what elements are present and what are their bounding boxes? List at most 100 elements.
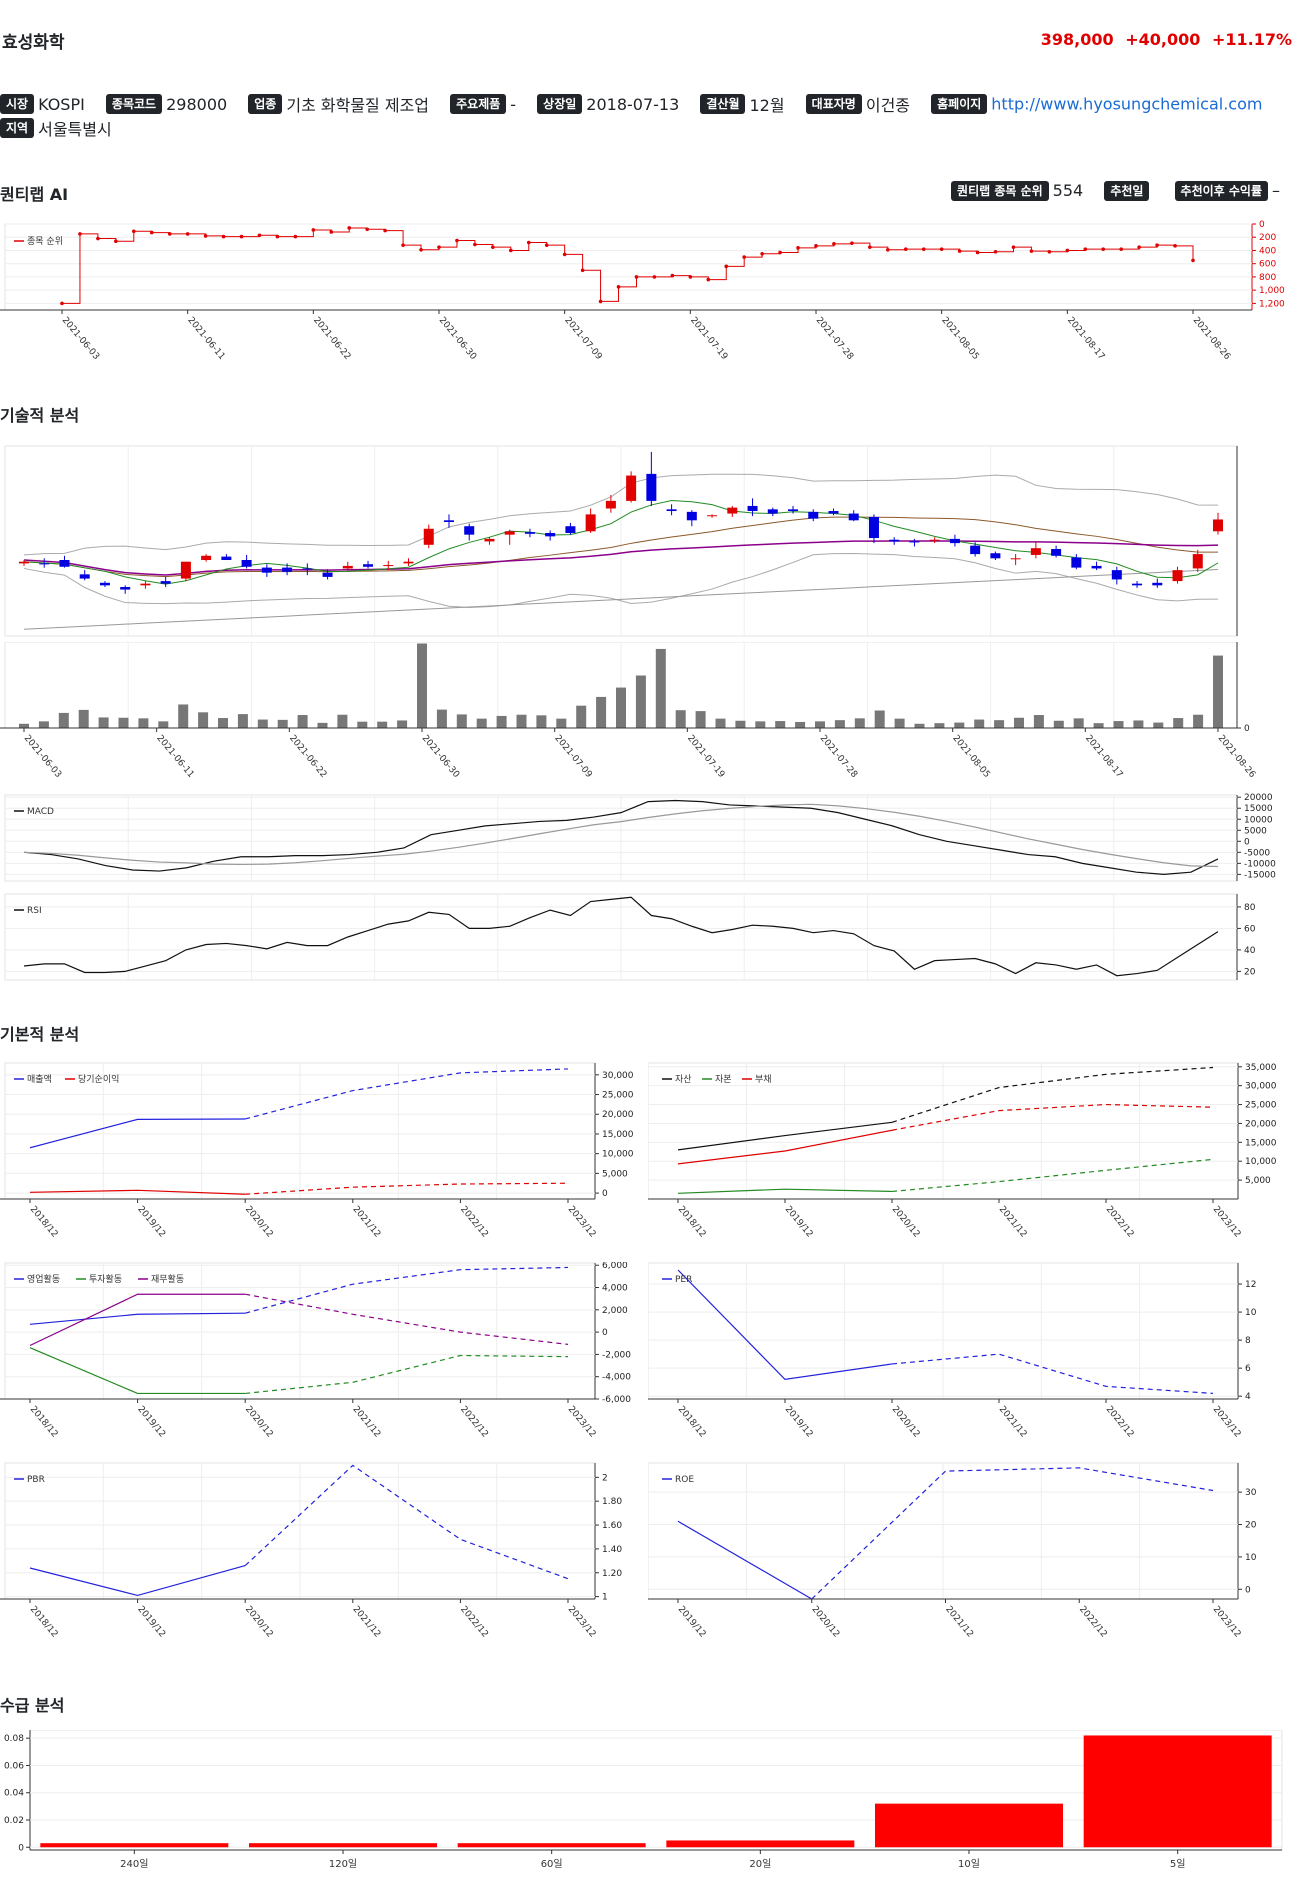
- x-tick-label: 2019/12: [135, 1405, 167, 1440]
- roe-chart: 0 10 20 30 ROE 2019/12 2020/12 2021/12 2022/12 20…: [648, 1462, 1257, 1640]
- y-tick-label: 1,200: [1259, 299, 1285, 309]
- candle-body: [1213, 519, 1223, 532]
- x-tick-label: 2019/12: [135, 1605, 167, 1640]
- legend-label: PBR: [27, 1475, 45, 1485]
- volume-bar: [635, 675, 646, 728]
- volume-bar: [397, 720, 408, 728]
- supply-bar: [249, 1843, 437, 1848]
- sales-chart: 0 5,000 10,000 15,000 20,000 25,000 30,000 매출액 당…: [0, 1062, 634, 1240]
- series-forecast-line: [891, 1158, 1214, 1193]
- rank-point: [760, 251, 764, 256]
- volume-bar: [417, 643, 427, 728]
- price-change: +40,000: [1125, 30, 1201, 49]
- homepage-link[interactable]: http://www.hyosungchemical.com: [991, 94, 1263, 114]
- x-tick-label: 2021-06-03: [22, 734, 63, 781]
- series-forecast-line: [811, 1467, 1214, 1600]
- candle-body: [686, 511, 697, 521]
- y-tick-label: 8: [1245, 1336, 1251, 1346]
- candle-body: [261, 567, 272, 573]
- candle-body: [788, 509, 799, 512]
- y-tick-label: 1.40: [602, 1545, 622, 1555]
- series-line: [29, 1347, 246, 1395]
- y-tick-label: -15000: [1244, 870, 1276, 880]
- y-tick-label: 15,000: [1245, 1138, 1277, 1148]
- rank-badge: 퀀티랩 종목 순위: [951, 180, 1049, 201]
- volume-bar: [616, 687, 626, 728]
- y-tick-label: 1: [602, 1593, 608, 1603]
- volume-bar: [1133, 720, 1144, 728]
- series-forecast-line: [891, 1353, 1214, 1394]
- rank-point: [329, 230, 334, 234]
- volume-bar: [58, 712, 69, 728]
- x-tick-label: 2021/12: [997, 1205, 1029, 1240]
- volume-bar: [237, 714, 248, 728]
- x-tick-label: 240일: [120, 1858, 148, 1870]
- rank-point: [670, 273, 675, 278]
- x-tick-label: 2021-07-28: [814, 316, 855, 363]
- x-tick-label: 2021-06-03: [60, 316, 101, 363]
- y-tick-label: 40: [1244, 946, 1256, 956]
- tech-section-title: 기술적 분석: [0, 406, 80, 425]
- fund-section-title: 기본적 분석: [0, 1025, 80, 1044]
- candle-body: [160, 581, 171, 584]
- y-tick-label: 0: [602, 1189, 608, 1199]
- y-tick-label: 10: [1245, 1553, 1257, 1563]
- rank-point: [1137, 245, 1141, 249]
- volume-bar: [377, 721, 388, 728]
- macd-signal-line: [23, 803, 1219, 868]
- homepage-badge: 홈페이지: [931, 94, 988, 114]
- volume-bar: [138, 718, 149, 728]
- x-tick-label: 2019/12: [783, 1405, 815, 1440]
- volume-bar: [954, 722, 965, 728]
- supply-bar: [457, 1843, 646, 1848]
- x-tick-label: 2023/12: [566, 1405, 598, 1440]
- candle-body: [120, 587, 131, 590]
- y-tick-label: 30: [1245, 1488, 1257, 1498]
- legend-label: 부채: [755, 1074, 772, 1085]
- y-tick-label: 0: [1244, 724, 1250, 734]
- x-tick-label: 2020/12: [890, 1205, 922, 1240]
- x-tick-label: 2020/12: [809, 1605, 841, 1640]
- volume-bar: [19, 723, 29, 728]
- candle-body: [99, 582, 110, 586]
- volume-bar: [1213, 655, 1223, 728]
- candle-body: [524, 532, 535, 534]
- legend-label: ROE: [675, 1475, 694, 1485]
- rank-point: [886, 248, 890, 252]
- x-tick-label: 2020/12: [243, 1405, 275, 1440]
- volume-bar: [1113, 721, 1124, 728]
- rank-point: [975, 250, 980, 255]
- rank-point: [903, 247, 908, 251]
- candle-body: [545, 532, 556, 537]
- cashflow-chart: -6,000 -4,000 -2,000 0 2,000 4,000 6,000 영업활동 투자…: [0, 1262, 631, 1440]
- volume-bar: [834, 720, 845, 728]
- candle-body: [201, 555, 212, 560]
- rank-point: [562, 252, 567, 257]
- legend-label: PER: [675, 1275, 692, 1285]
- series-line: [29, 1565, 246, 1597]
- y-tick-label: -4,000: [602, 1373, 631, 1383]
- candle-body: [79, 574, 90, 579]
- supply-bar: [875, 1803, 1063, 1848]
- candle-body: [484, 538, 495, 542]
- y-tick-label: 20000: [1244, 793, 1273, 803]
- y-tick-label: 20: [1245, 1521, 1257, 1531]
- price-change-pct: +11.17%: [1211, 30, 1292, 49]
- y-tick-label: 0: [1244, 837, 1250, 847]
- rank-point: [185, 232, 190, 236]
- x-tick-label: 2021/12: [997, 1405, 1029, 1440]
- volume-bar: [596, 696, 607, 728]
- candle-body: [1071, 557, 1082, 568]
- y-tick-label: 60: [1244, 924, 1256, 934]
- candle-body: [342, 565, 353, 569]
- rank-point: [455, 238, 459, 243]
- x-tick-label: 10일: [958, 1858, 980, 1870]
- volume-bar: [257, 719, 268, 728]
- volume-bar: [1093, 723, 1104, 728]
- legend-label: 종목 순위: [27, 236, 63, 247]
- series-line: [23, 896, 1219, 977]
- x-tick-label: 2018/12: [676, 1205, 708, 1240]
- candle-body: [646, 473, 657, 501]
- x-tick-label: 5일: [1170, 1858, 1186, 1870]
- info-line-1: 시장 KOSPI 종목코드 298000 업종 기초 화학물질 제조업 주요제품 - 상…: [0, 92, 1262, 116]
